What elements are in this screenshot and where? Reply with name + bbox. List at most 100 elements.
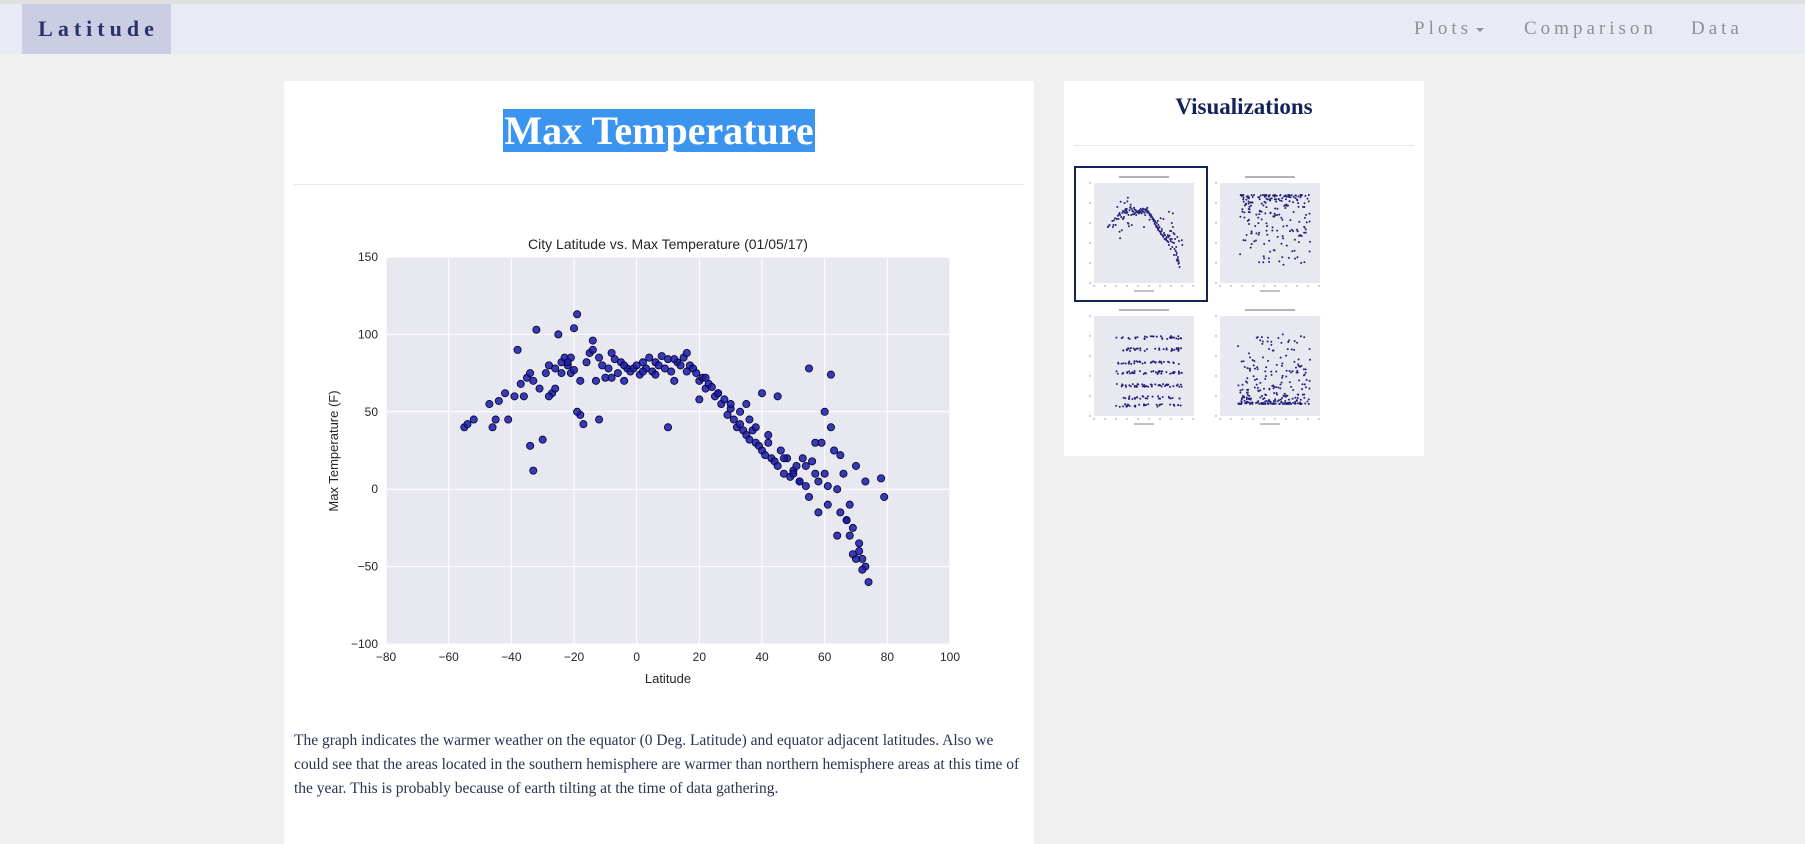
thumb-point	[1304, 368, 1307, 371]
data-point	[761, 451, 770, 460]
latitude-vs-temperature-thumbnail[interactable]	[1074, 166, 1208, 302]
data-point	[591, 376, 600, 385]
thumb-point	[1122, 349, 1125, 352]
thumb-point	[1169, 403, 1172, 406]
thumb-point	[1149, 213, 1152, 216]
thumb-point	[1243, 216, 1246, 219]
thumb-point	[1278, 260, 1281, 263]
latitude-vs-humidity-thumbnail[interactable]	[1210, 166, 1344, 302]
thumb-point	[1285, 375, 1288, 378]
thumb-tick	[1215, 335, 1217, 337]
thumb-point	[1290, 194, 1293, 197]
thumb-point	[1166, 360, 1169, 363]
humidity-thumbnail-image	[1215, 176, 1320, 292]
thumb-point	[1250, 194, 1253, 197]
caret-down-icon	[1476, 27, 1485, 32]
data-point	[488, 423, 497, 432]
thumb-point	[1247, 401, 1250, 404]
latitude-vs-wind-speed-thumbnail[interactable]	[1210, 306, 1344, 442]
data-point	[736, 407, 745, 416]
thumb-point	[1243, 396, 1246, 399]
thumb-point	[1247, 352, 1250, 355]
data-point	[588, 345, 597, 354]
thumb-point	[1303, 383, 1306, 386]
data-point	[805, 492, 814, 501]
thumb-point	[1265, 366, 1268, 369]
brand-logo[interactable]: Latitude	[22, 4, 171, 54]
thumb-tick	[1215, 262, 1217, 264]
thumb-point	[1251, 359, 1254, 362]
x-tick-label: −20	[564, 650, 585, 664]
thumb-point	[1263, 242, 1266, 245]
nav-data[interactable]: Data	[1691, 18, 1743, 39]
thumb-point	[1172, 336, 1175, 339]
thumb-point	[1241, 383, 1244, 386]
thumb-point	[1251, 402, 1254, 405]
thumb-point	[1296, 230, 1299, 233]
nav-comparison[interactable]: Comparison	[1524, 18, 1657, 39]
thumb-point	[1304, 402, 1307, 405]
thumb-point	[1287, 398, 1290, 401]
data-point	[501, 389, 510, 398]
data-point	[557, 369, 566, 378]
thumb-point	[1179, 404, 1182, 407]
thumb-point	[1128, 360, 1131, 363]
data-point	[751, 423, 760, 432]
thumb-point	[1296, 402, 1299, 405]
thumb-point	[1136, 347, 1139, 350]
nav-plots-dropdown[interactable]: Plots	[1414, 4, 1485, 54]
data-point	[845, 500, 854, 509]
thumb-point	[1158, 347, 1161, 350]
data-point	[795, 477, 804, 486]
thumb-point	[1168, 244, 1170, 246]
latitude-vs-cloudiness-thumbnail[interactable]	[1074, 306, 1208, 442]
thumb-point	[1123, 202, 1126, 204]
data-point	[845, 531, 854, 540]
y-tick-labels: 150 100 50 0 −50 −100	[351, 250, 378, 651]
thumb-point	[1278, 402, 1281, 405]
thumb-point	[1246, 400, 1249, 403]
data-point	[811, 438, 820, 447]
thumb-point	[1279, 194, 1282, 197]
thumb-point	[1307, 200, 1310, 203]
chart-description: The graph indicates the warmer weather o…	[294, 732, 1020, 797]
thumb-point	[1257, 233, 1260, 236]
thumb-point	[1179, 383, 1182, 386]
thumb-point	[1280, 364, 1283, 367]
thumb-point	[1246, 393, 1249, 396]
thumb-point	[1308, 250, 1311, 253]
thumb-point	[1115, 383, 1118, 386]
thumb-point	[1292, 210, 1295, 213]
thumb-point	[1165, 238, 1168, 240]
thumb-point	[1128, 384, 1131, 387]
thumb-point	[1160, 372, 1163, 375]
data-point	[823, 482, 832, 491]
thumb-point	[1134, 348, 1137, 351]
thumb-point	[1132, 210, 1135, 213]
thumb-point	[1280, 401, 1283, 404]
thumb-point	[1261, 340, 1264, 343]
thumb-point	[1175, 384, 1178, 387]
data-point	[654, 361, 663, 370]
thumb-tick	[1104, 285, 1106, 287]
thumb-point	[1281, 235, 1284, 238]
data-point	[801, 482, 810, 491]
thumb-point	[1259, 194, 1262, 197]
thumb-point	[1288, 369, 1291, 372]
thumb-point	[1175, 252, 1178, 254]
thumb-point	[1260, 218, 1263, 221]
thumb-tick	[1089, 395, 1091, 397]
thumb-point	[1255, 383, 1258, 386]
thumb-tick	[1089, 282, 1091, 284]
data-point	[682, 348, 691, 357]
thumb-point	[1143, 335, 1146, 338]
thumb-point	[1173, 254, 1175, 256]
thumb-point	[1133, 385, 1136, 388]
thumb-point	[1117, 362, 1120, 365]
thumb-point	[1250, 230, 1253, 233]
thumb-point	[1126, 403, 1129, 406]
thumb-tick	[1089, 315, 1091, 317]
visualizations-panel: Visualizations	[1064, 81, 1424, 456]
thumb-point	[1292, 401, 1295, 404]
thumb-point	[1282, 237, 1285, 240]
